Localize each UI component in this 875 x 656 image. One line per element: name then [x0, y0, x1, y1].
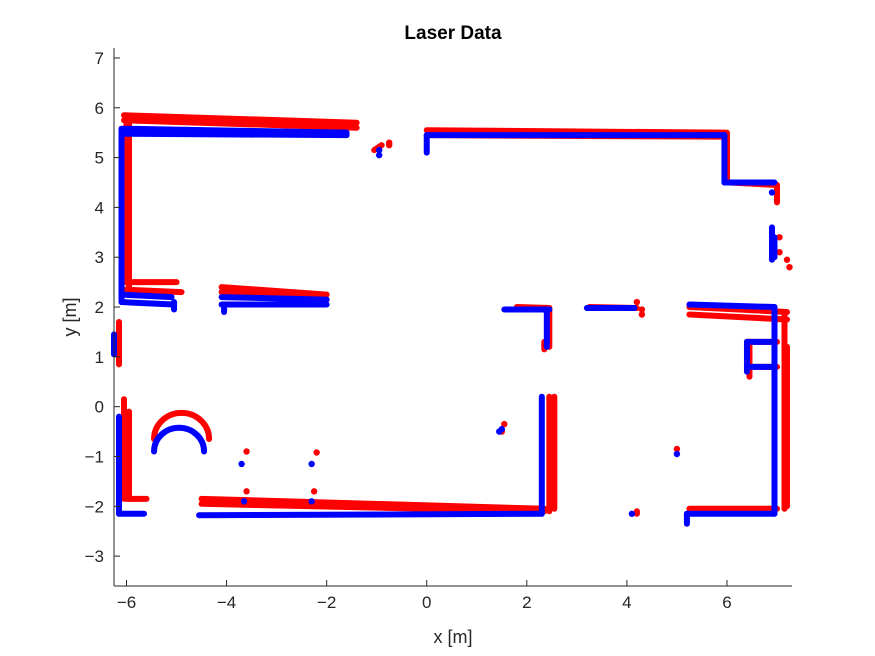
laser-scan-segment — [198, 500, 548, 515]
laser-scan-segment — [121, 286, 185, 296]
laser-scan-segment — [196, 510, 545, 519]
laser-scan-segment — [118, 130, 350, 139]
laser-scan-point — [773, 196, 781, 204]
chart-title: Laser Data — [404, 23, 502, 44]
y-tick-label: 2 — [95, 298, 104, 317]
laser-scan-segment — [121, 117, 360, 131]
laser-scan-arc — [151, 410, 213, 443]
x-tick-label: 2 — [522, 593, 531, 612]
laser-scan-point — [240, 498, 248, 505]
laser-scan-point — [243, 448, 250, 455]
y-tick-label: 5 — [95, 149, 104, 168]
x-tick-label: −2 — [317, 593, 336, 612]
laser-scan-point — [375, 146, 383, 154]
laser-scan-point — [638, 306, 646, 313]
laser-scan-point — [313, 449, 320, 456]
laser-scan-point — [375, 151, 383, 159]
laser-scan-point — [783, 256, 791, 263]
y-tick-label: 6 — [95, 99, 104, 118]
laser-scan-segment — [686, 311, 790, 323]
x-ticks: −6 −4 −2 0 2 4 6 — [117, 580, 732, 612]
laser-scan-segment — [118, 291, 175, 301]
y-tick-label: 0 — [95, 398, 104, 417]
laser-scan-point — [776, 234, 783, 241]
laser-scan-point — [501, 420, 508, 428]
y-tick-label: −3 — [85, 547, 104, 566]
laser-scan-segment — [218, 284, 330, 298]
y-tick-label: 7 — [95, 49, 104, 68]
laser-scan-point — [638, 311, 646, 318]
laser-scan-point — [673, 445, 681, 453]
y-tick-label: −1 — [85, 447, 104, 466]
laser-scan-segment — [686, 301, 778, 311]
laser-scan-point — [673, 450, 681, 458]
laser-scan-segment — [218, 294, 330, 303]
laser-scan-point — [776, 249, 783, 256]
laser-scan-point — [238, 460, 245, 468]
laser-scan-point — [628, 510, 636, 517]
laser-scan-point — [786, 263, 793, 271]
laser-scan-point — [386, 141, 393, 149]
laser-scan-point — [310, 488, 318, 495]
series-2 — [111, 125, 778, 527]
laser-scan-segment — [121, 112, 360, 126]
y-tick-label: 1 — [95, 348, 104, 367]
y-axis-label: y [m] — [60, 298, 80, 337]
data-layer — [111, 112, 793, 527]
x-tick-label: 4 — [622, 593, 631, 612]
laser-scan-arc — [151, 424, 208, 455]
x-axis-label: x [m] — [434, 627, 473, 647]
laser-scan-point — [243, 488, 250, 495]
y-ticks: −3 −2 −1 0 1 2 3 4 5 6 7 — [85, 49, 120, 566]
laser-scan-segment — [118, 299, 178, 308]
y-tick-label: −2 — [85, 497, 104, 516]
x-tick-label: 0 — [422, 593, 431, 612]
y-tick-label: 4 — [95, 198, 104, 217]
laser-scan-point — [768, 189, 776, 196]
laser-scan-point — [308, 460, 315, 468]
laser-scan-point — [633, 298, 641, 306]
y-tick-label: 3 — [95, 248, 104, 267]
laser-scan-point — [498, 425, 505, 433]
x-tick-label: 6 — [722, 593, 731, 612]
laser-scan-point — [308, 498, 315, 505]
plot-area: −6 −4 −2 0 2 4 6 −3 −2 −1 0 1 2 3 4 5 6 7 — [85, 48, 793, 612]
x-tick-label: −6 — [117, 593, 136, 612]
x-tick-label: −4 — [217, 593, 236, 612]
